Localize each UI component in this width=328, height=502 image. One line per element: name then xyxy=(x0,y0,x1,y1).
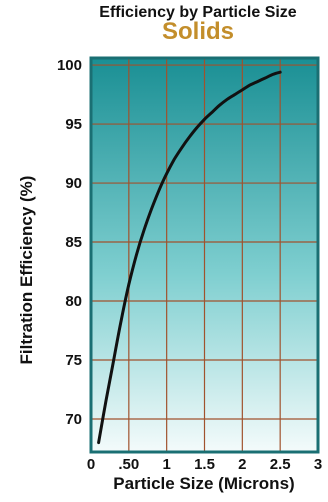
y-tick-label-1: 75 xyxy=(65,352,82,369)
plot-border xyxy=(89,56,320,454)
y-tick-label-0: 70 xyxy=(65,411,82,428)
efficiency-curve-0 xyxy=(97,70,282,445)
x-tick-label-1: .50 xyxy=(118,456,139,470)
x-axis-label: Particle Size (Microns) xyxy=(113,474,295,493)
x-tick-label-2: 1 xyxy=(162,456,170,470)
efficiency-chart: 0 .50 1 1.5 2 2.5 3 70 75 80 85 90 95 100 xyxy=(57,56,322,470)
y-tick-label-4: 90 xyxy=(65,175,82,192)
x-tick-label-0: 0 xyxy=(87,456,95,470)
chart-title: Efficiency by Particle Size xyxy=(99,4,297,21)
chart-subtitle: Solids xyxy=(161,18,234,45)
x-tick-label-3: 1.5 xyxy=(194,456,215,470)
y-tick-label-3: 85 xyxy=(65,234,82,251)
x-tick-label-6: 3 xyxy=(314,456,322,470)
x-tick-label-5: 2.5 xyxy=(270,456,291,470)
x-tick-label-4: 2 xyxy=(238,456,246,470)
y-tick-label-5: 95 xyxy=(65,116,82,133)
y-tick-label-6: 100 xyxy=(57,57,82,74)
y-tick-label-2: 80 xyxy=(65,293,82,310)
